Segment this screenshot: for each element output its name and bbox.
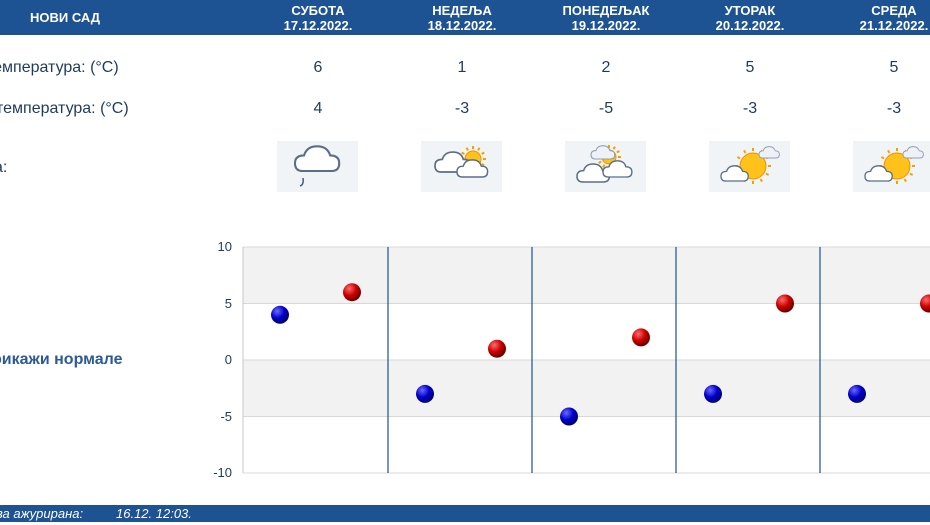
max-temp-point (920, 294, 930, 313)
day-name: НЕДЕЉА (432, 3, 492, 18)
max-temp-point (343, 283, 361, 302)
max-temp-value: 6 (313, 59, 323, 76)
y-tick-label: -5 (220, 408, 232, 424)
partly-cloudy-icon (565, 141, 646, 192)
min-temp-value: -5 (598, 100, 614, 117)
max-temp-point (488, 339, 506, 358)
max-temp-value: 1 (457, 59, 467, 76)
max-temp-point (632, 328, 650, 347)
y-tick-label: 0 (224, 352, 232, 367)
day-date: 18.12.2022. (427, 18, 497, 33)
show-normals-link[interactable]: рикажи нормале (0, 351, 123, 368)
update-footer: ва ажурирана: 16.12. 12:03. (0, 505, 930, 522)
y-tick-label: -10 (213, 465, 232, 480)
day-name: СРЕДА (871, 3, 917, 18)
day-name: УТОРАК (724, 3, 776, 18)
weather-label: а: (0, 159, 8, 176)
day-header: СРЕДА 21.12.2022. (822, 3, 930, 33)
min-temp-point (271, 305, 289, 324)
min-temp-value: 4 (313, 100, 323, 117)
max-temp-value: 5 (889, 59, 899, 76)
day-date: 20.12.2022. (715, 18, 785, 33)
chart-band (243, 360, 930, 417)
day-date: 17.12.2022. (283, 18, 353, 33)
y-tick-label: 10 (217, 239, 232, 254)
day-header: ПОНЕДЕЉАК 19.12.2022. (534, 3, 678, 33)
forecast-header: НОВИ САД (0, 0, 930, 35)
day-date: 19.12.2022. (571, 18, 641, 33)
day-name: СУБОТА (291, 3, 345, 18)
cloud-rain-icon (277, 141, 358, 192)
min-temp-point (704, 384, 722, 403)
day-header: НЕДЕЉА 18.12.2022. (390, 3, 534, 33)
min-temp-value: -3 (454, 100, 470, 117)
day-name: ПОНЕДЕЉАК (562, 3, 650, 18)
day-header: УТОРАК 20.12.2022. (678, 3, 822, 33)
city-name: НОВИ САД (29, 10, 101, 25)
min-temp-point (416, 384, 434, 403)
mostly-sunny-icon (853, 141, 930, 192)
max-temp-label: температура: (°C) (0, 59, 119, 76)
min-temp-value: -3 (742, 100, 758, 117)
y-tick-label: 5 (224, 295, 232, 311)
min-temp-value: -3 (886, 100, 902, 117)
max-temp-value: 2 (601, 59, 611, 76)
update-time: 16.12. 12:03. (116, 506, 192, 521)
update-label: ва ажурирана: (0, 506, 84, 521)
day-header: СУБОТА 17.12.2022. (246, 3, 390, 33)
min-temp-point (848, 384, 866, 403)
mostly-sunny-icon (709, 141, 790, 192)
min-temp-point (560, 407, 578, 426)
max-temp-point (776, 294, 794, 313)
max-temp-value: 5 (745, 59, 755, 76)
day-date: 21.12.2022. (859, 18, 929, 33)
min-temp-label: температура: (°C) (0, 100, 129, 117)
sun-behind-clouds-icon (421, 141, 502, 192)
